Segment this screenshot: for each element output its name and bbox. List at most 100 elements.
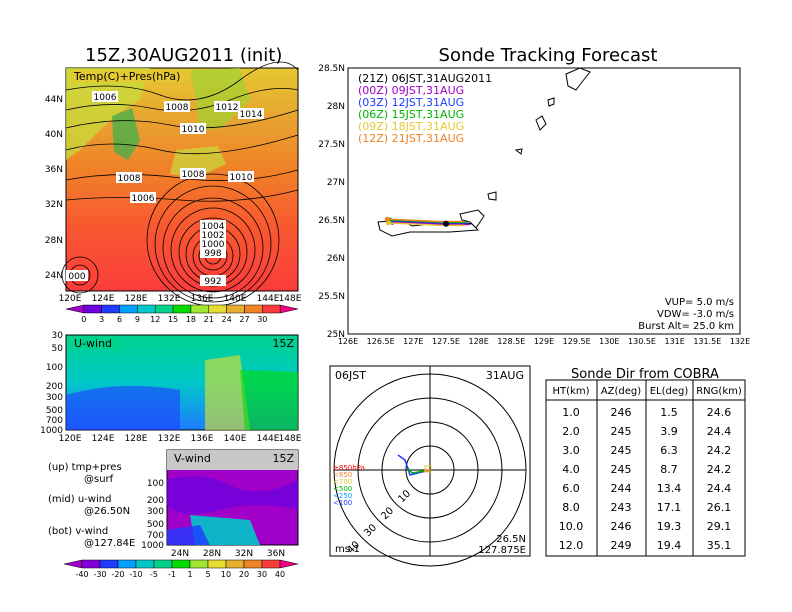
lon-tick: 128E [125, 294, 148, 304]
colorbar-swatch [190, 304, 210, 314]
island-shape [514, 148, 523, 155]
colorbar-swatch [101, 304, 120, 314]
colorbar-swatch [244, 304, 263, 314]
v-wind-ytick: 200 [147, 496, 164, 506]
temp-colorbar [65, 304, 299, 314]
table-cell: 3.0 [562, 444, 580, 457]
u-wind-ytick: 50 [52, 344, 64, 354]
svg-text:1010: 1010 [230, 173, 253, 183]
island-shape [547, 97, 555, 107]
colorbar-swatch [208, 304, 227, 314]
colorbar-label: 18 [186, 315, 196, 324]
track-lon-tick: 126.5E [367, 337, 395, 346]
table-cell: 12.0 [559, 539, 584, 552]
lat-tick: 36N [45, 165, 63, 175]
table-cell: 6.3 [660, 444, 678, 457]
param-vdw: VDW= -3.0 m/s [657, 309, 734, 320]
polar-lat: 26.5N [496, 534, 526, 545]
level-legend: ≥850hPa [333, 464, 365, 472]
table-cell: 4.0 [562, 463, 580, 476]
track-lat-tick: 27N [327, 178, 345, 188]
colorbar-swatch [279, 559, 299, 569]
table-cell: 245 [611, 425, 632, 438]
v-wind-ytick: 100 [147, 479, 164, 489]
tracking-panel [347, 67, 741, 335]
legend-00z: (00Z) 09JST,31AUG [358, 84, 464, 97]
colorbar-swatch [154, 304, 174, 314]
colorbar-label: 27 [239, 315, 249, 324]
track-lon-tick: 128.5E [497, 337, 525, 346]
legend-12z: (12Z) 21JST,31AUG [358, 132, 464, 145]
lat-tick: 24N [45, 271, 63, 281]
tracking-title: Sonde Tracking Forecast [439, 45, 658, 66]
lat-tick: 32N [45, 200, 63, 210]
colorbar-swatch [83, 304, 102, 314]
table-cell: 249 [611, 539, 632, 552]
table-cell: 24.4 [707, 425, 732, 438]
isobar-label: 1004 [200, 220, 226, 232]
table-cell: 246 [611, 406, 632, 419]
polar-time: 06JST [335, 369, 366, 382]
polar-unit: ms-1 [335, 544, 360, 555]
legend-03z: (03Z) 12JST,31AUG [358, 96, 464, 109]
track-lat-tick: 25.5N [318, 292, 345, 302]
legend-09z: (09Z) 18JST,31AUG [358, 120, 464, 133]
table-title: Sonde Dir from COBRA [571, 367, 719, 382]
colorbar-swatch [189, 559, 209, 569]
colorbar-label: -10 [129, 570, 142, 579]
track-lat-tick: 26.5N [318, 216, 345, 226]
param-vup: VUP= 5.0 m/s [665, 297, 734, 308]
colorbar-swatch [171, 559, 191, 569]
lat-tick: 44N [45, 95, 63, 105]
svg-text:1006: 1006 [94, 93, 117, 103]
colorbar-swatch [225, 559, 245, 569]
table-header: RNG(km) [696, 386, 742, 397]
track-lon-tick: 132E [730, 337, 750, 346]
isobar-label: 992 [200, 275, 226, 287]
table-cell: 8.0 [562, 501, 580, 514]
map-field-label: Temp(C)+Pres(hPa) [73, 70, 180, 83]
colorbar-label: 30 [257, 570, 267, 579]
colorbar-swatch [65, 304, 85, 314]
u-wind-ytick: 30 [52, 331, 64, 341]
track-lon-tick: 127.5E [432, 337, 460, 346]
track-lat-tick: 27.5N [318, 140, 345, 150]
svg-text:1012: 1012 [216, 103, 239, 113]
track-lon-tick: 129E [534, 337, 554, 346]
level-legend: <250 [333, 492, 352, 500]
colorbar-label: 21 [204, 315, 214, 324]
colorbar-swatch [137, 304, 156, 314]
note-bot-sub: @127.84E [84, 538, 135, 549]
table-cell: 243 [611, 501, 632, 514]
temp-map-panel: 1006 1008 1012 1014 1010 1008 1010 1008 … [61, 61, 299, 307]
track-line [387, 218, 464, 223]
u-wind-xtick: 136E [191, 434, 214, 444]
svg-text:1000: 1000 [202, 240, 225, 250]
legend-06z: (06Z) 15JST,31AUG [358, 108, 464, 121]
table-cell: 244 [611, 482, 632, 495]
note-up-sub: @surf [84, 474, 114, 485]
v-wind-xtick: 32N [235, 549, 253, 559]
colorbar-swatch [262, 304, 281, 314]
table-cell: 24.6 [707, 406, 732, 419]
svg-text:1004: 1004 [202, 222, 225, 232]
table-cell: 246 [611, 520, 632, 533]
u-wind-panel: U-wind 15Z [65, 334, 299, 431]
track-lat-tick: 28.5N [318, 64, 345, 74]
isobar-label: 1008 [180, 168, 206, 180]
svg-text:1002: 1002 [202, 231, 225, 241]
track-line [392, 221, 470, 226]
table-cell: 8.7 [660, 463, 678, 476]
v-wind-label: V-wind [174, 452, 211, 465]
colorbar-label: 3 [99, 315, 104, 324]
u-wind-xtick: 148E [279, 434, 302, 444]
track-point [384, 216, 390, 222]
track-lon-tick: 127E [403, 337, 423, 346]
lon-tick: 148E [279, 294, 302, 304]
track-point [443, 220, 449, 227]
isobar-label: 1000 [200, 238, 226, 250]
table-cell: 19.4 [657, 539, 682, 552]
track-lat-tick: 26N [327, 254, 345, 264]
left-map-title: 15Z,30AUG2011 (init) [85, 45, 283, 66]
u-wind-ytick: 500 [46, 406, 63, 416]
